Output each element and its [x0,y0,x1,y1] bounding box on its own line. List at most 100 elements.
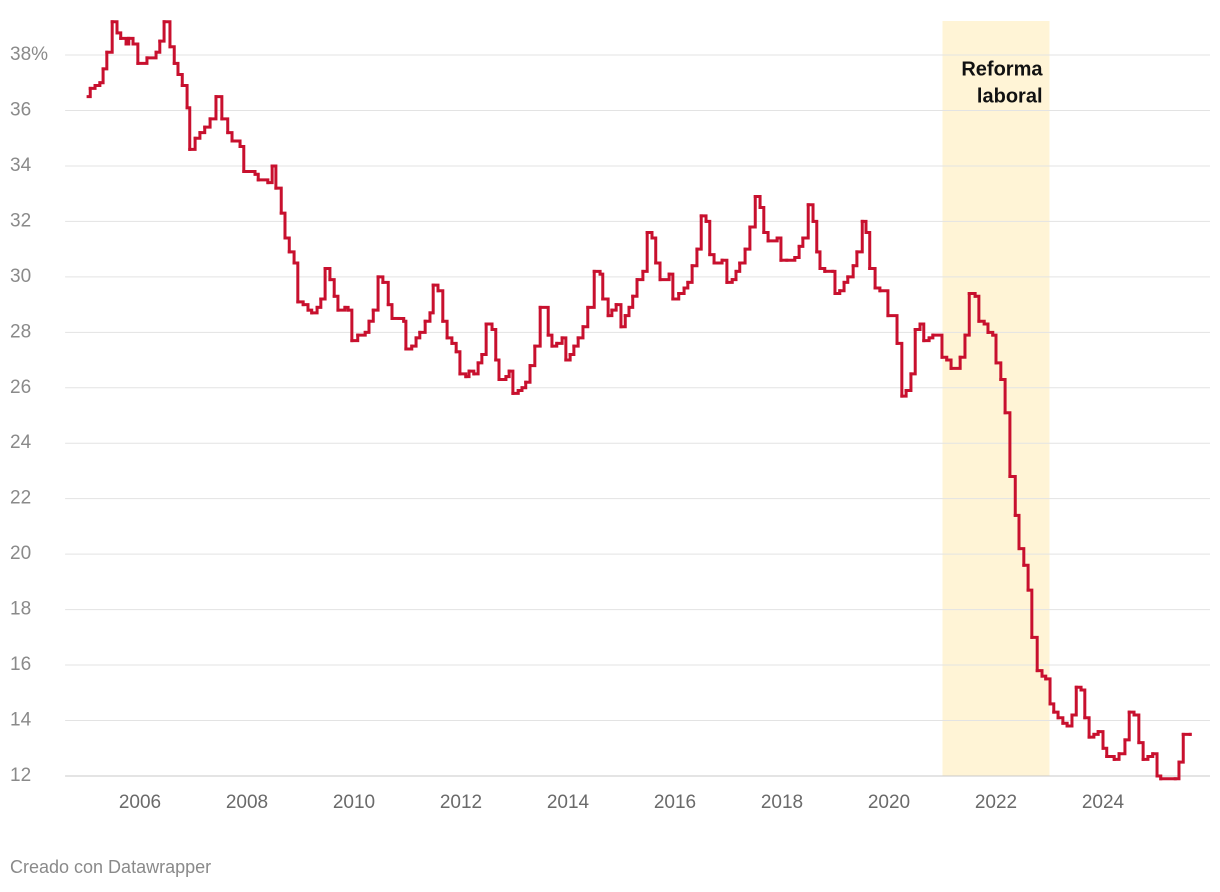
line-step [699,214,708,223]
line-step [168,45,176,65]
line-step [586,269,596,309]
line-step [274,186,283,215]
line-step [838,280,846,293]
line-step [576,325,585,340]
line-step [279,211,287,240]
line-step [982,322,990,334]
x-tick-label: 2012 [440,792,482,813]
line-step [520,380,528,390]
line-step [445,336,454,345]
line-step [507,369,515,395]
y-tick-label: 26 [10,377,31,398]
line-step [301,303,310,312]
line-step [538,305,550,337]
line-step [188,136,197,151]
line-step [762,231,770,243]
highlight-band [942,21,1050,776]
line-step [1083,716,1091,739]
line-step [606,308,614,318]
line-step [472,361,480,376]
line-step [332,294,340,312]
line-step [610,303,618,312]
line-step [886,314,899,345]
y-tick-label: 34 [10,155,32,176]
line-step [363,319,371,334]
line-step [864,231,872,271]
line-step [1112,752,1121,761]
line-step [1137,741,1145,761]
line-step [464,369,471,379]
line-step [480,322,488,356]
line-step [242,170,257,176]
line-step [346,308,354,343]
line-step [528,344,537,368]
line-step [124,36,131,46]
line-step [323,267,332,282]
line-step [158,20,166,43]
line-step [999,377,1007,415]
line-step [350,333,360,343]
line-step [270,164,278,190]
x-tick-label: 2008 [226,792,268,813]
line-step [1030,635,1039,673]
line-step [315,297,323,309]
line-step [704,219,712,257]
line-step [1132,713,1141,745]
line-step [1035,669,1044,678]
line-step [677,286,686,295]
y-tick-label: 38% [10,44,48,65]
line-step [1079,688,1087,720]
line-step [127,36,135,46]
line-step [560,336,568,362]
line-step [743,225,752,251]
line-step [831,269,837,295]
line-step [154,39,162,54]
line-step [963,292,971,337]
line-step [1173,760,1181,781]
line-step [654,261,662,282]
line-step [1123,710,1131,742]
line-step [1013,513,1021,551]
line-step [775,236,783,262]
line-step [172,61,180,76]
line-step [801,203,810,240]
line-step [292,261,300,304]
line-step [1177,732,1185,764]
line-step [945,358,953,370]
line-step [708,253,716,265]
line-step [198,125,207,135]
line-step [878,289,890,318]
line-step [381,280,390,307]
line-step [650,236,658,265]
line-step [846,264,855,279]
line-step [98,67,105,85]
line-step [572,336,580,348]
line-step [564,353,572,362]
x-tick-label: 2014 [547,792,590,813]
line-step [806,203,815,223]
y-tick-label: 12 [10,765,31,786]
line-step [145,50,158,60]
y-tick-label: 14 [10,710,32,731]
line-step [909,328,917,376]
line-step [176,72,184,88]
line-step [1096,730,1105,750]
line-step [855,219,864,254]
line-step [1117,738,1127,756]
line-step [185,106,192,151]
y-tick-label: 20 [10,543,31,564]
x-tick-label: 2010 [333,792,375,813]
line-step [423,311,432,323]
line-step [414,330,422,340]
line-step [758,206,766,234]
line-step [266,164,274,185]
line-step [1048,702,1056,714]
line-step [367,308,375,323]
annotation: Reforma [961,58,1043,80]
line-step [815,250,822,271]
x-tick-label: 2024 [1082,792,1125,813]
line-step [376,275,385,284]
line-step [991,333,998,365]
line-step [450,341,458,354]
